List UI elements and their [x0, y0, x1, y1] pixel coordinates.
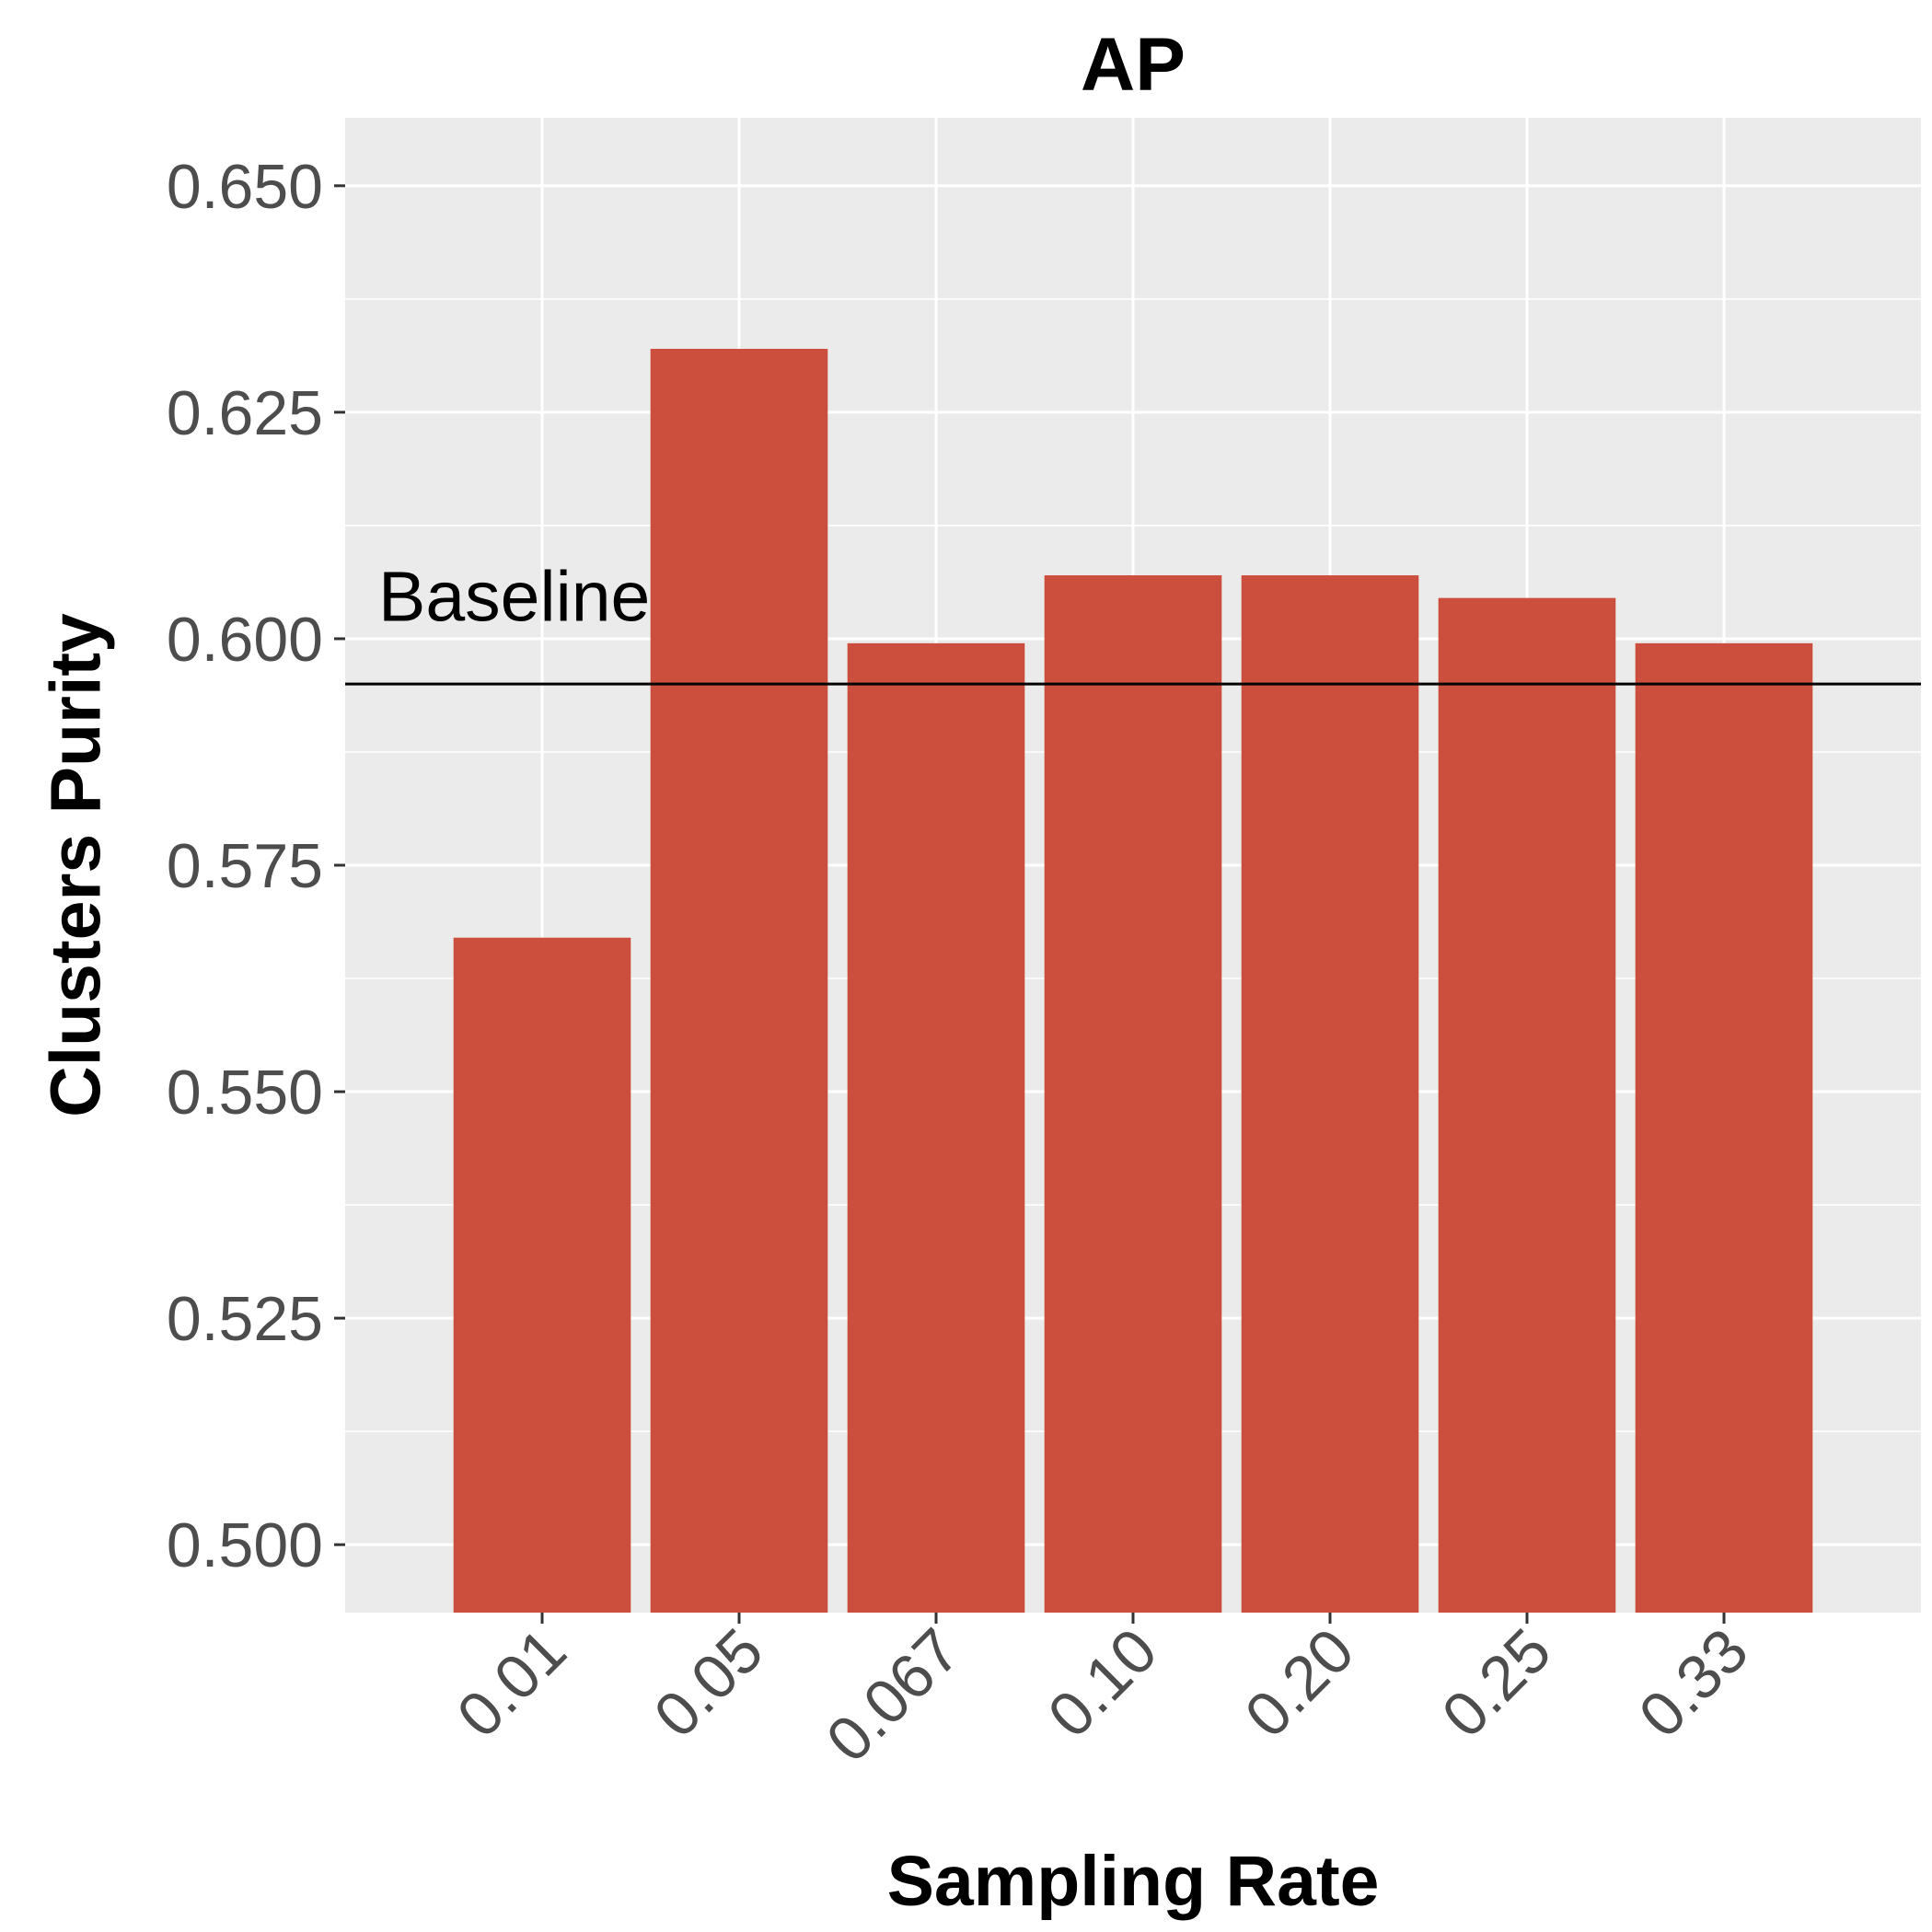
bars-layer: [453, 348, 1813, 1614]
y-tick-label: 0.500: [167, 1510, 323, 1580]
x-tick-label: 0.20: [1232, 1615, 1367, 1751]
x-tick-label: 0.10: [1035, 1615, 1170, 1751]
x-axis-title: Sampling Rate: [887, 1842, 1380, 1921]
baseline-label: Baseline: [378, 557, 650, 636]
bar-0.067: [847, 642, 1025, 1613]
baseline-layer: Baseline: [345, 557, 1921, 686]
x-tick-label: 0.067: [814, 1615, 974, 1776]
y-tick-label: 0.525: [167, 1284, 323, 1354]
x-tick-label: 0.25: [1429, 1615, 1564, 1751]
bar-0.01: [453, 937, 631, 1613]
x-tick-label: 0.01: [444, 1615, 579, 1751]
y-axis-title: Clusters Purity: [36, 613, 115, 1117]
bar-0.20: [1241, 575, 1419, 1613]
chart-title: AP: [1081, 23, 1186, 107]
y-tick-label: 0.550: [167, 1058, 323, 1128]
bar-0.33: [1635, 642, 1813, 1613]
y-tick-label: 0.575: [167, 831, 323, 901]
y-tick-label: 0.600: [167, 605, 323, 675]
y-tick-label: 0.650: [167, 152, 323, 222]
x-tick-label: 0.05: [641, 1615, 776, 1751]
y-tick-label: 0.625: [167, 378, 323, 448]
bar-0.25: [1438, 597, 1616, 1614]
bar-0.10: [1044, 575, 1222, 1613]
bar-0.05: [650, 348, 828, 1613]
x-tick-label: 0.33: [1625, 1615, 1761, 1751]
